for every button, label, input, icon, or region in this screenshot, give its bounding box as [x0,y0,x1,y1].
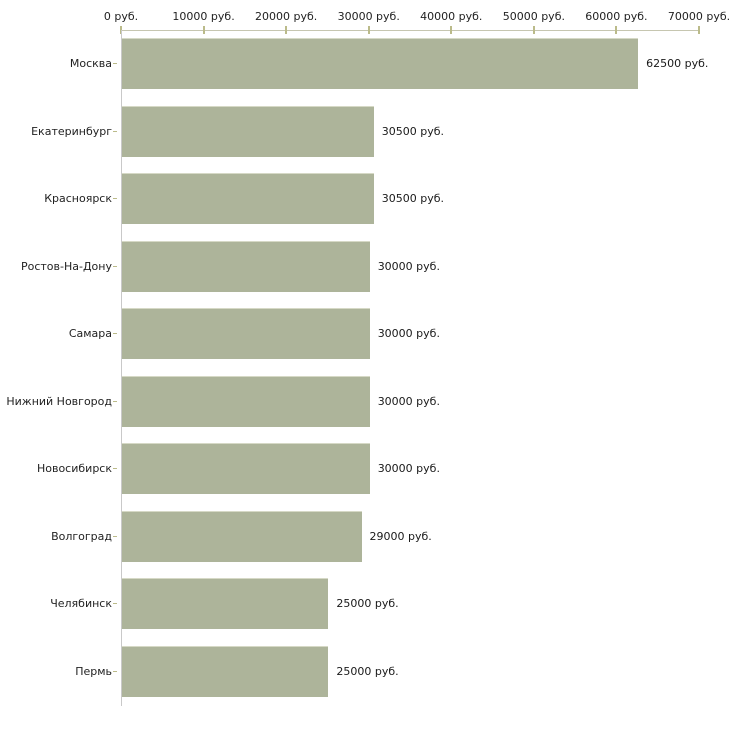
bar-row: Челябинск 25000 руб. [0,570,730,638]
bar-row: Самара 30000 руб. [0,300,730,368]
bar [122,645,329,697]
x-axis-tick-mark [615,26,618,34]
x-axis-tick-label: 40000 руб. [420,10,483,23]
bar-row: Екатеринбург 30500 руб. [0,98,730,166]
x-axis-tick-label: 70000 руб. [667,10,730,23]
category-label: Ростов-На-Дону [20,259,112,273]
y-axis-tick-mark [113,468,117,470]
x-axis-tick-label: 20000 руб. [255,10,318,23]
category-label: Красноярск [44,192,112,206]
y-axis-tick-mark [113,265,117,267]
x-axis-line [121,30,700,31]
x-axis-tick-mark [532,26,535,34]
value-label: 30500 руб. [381,124,445,138]
y-axis-tick-mark [113,603,117,605]
value-label: 62500 руб. [646,57,709,71]
bar-row: Пермь 25000 руб. [0,638,730,706]
bar-row: Москва 62500 руб. [0,30,730,98]
y-axis-tick-mark [113,198,117,200]
value-label: 29000 руб. [369,529,432,543]
x-axis-tick-mark [450,26,453,34]
category-label: Пермь [75,664,112,678]
x-axis-tick-mark [698,26,700,34]
value-label: 30000 руб. [377,462,440,476]
y-axis-line [121,30,122,706]
value-label: 25000 руб. [336,597,399,611]
category-label: Челябинск [50,597,112,611]
bar-row: Ростов-На-Дону 30000 руб. [0,233,730,301]
bar [122,375,370,427]
category-label: Новосибирск [36,462,112,476]
bar [122,443,370,495]
bar [122,105,374,157]
x-axis-tick-mark [202,26,205,34]
value-label: 30500 руб. [381,192,445,206]
bar [122,240,370,292]
bar-rows: Москва 62500 руб. Екатеринбург 30500 руб. Кр… [0,30,730,705]
x-axis-tick-mark [367,26,370,34]
x-axis-tick-label: 60000 руб. [585,10,648,23]
category-label: Самара [68,327,112,341]
x-axis-tick-label: 10000 руб. [172,10,235,23]
y-axis-tick-mark [113,400,117,402]
value-label: 25000 руб. [336,664,399,678]
bar [122,308,370,360]
category-label: Нижний Новгород [6,394,112,408]
value-label: 30000 руб. [377,327,440,341]
bar-row: Красноярск 30500 руб. [0,165,730,233]
bar [122,578,329,630]
y-axis-tick-mark [113,63,117,65]
y-axis-tick-mark [113,333,117,335]
x-axis-tick-mark [285,26,288,34]
y-axis-tick-mark [113,535,117,537]
x-axis-tick-label: 50000 руб. [502,10,565,23]
bar [122,173,374,225]
category-label: Москва [69,57,112,71]
category-label: Волгоград [51,529,112,543]
bar-row: Новосибирск 30000 руб. [0,435,730,503]
y-axis-tick-mark [113,670,117,672]
x-axis-tick-label: 0 руб. [103,10,139,23]
y-axis-tick-mark [113,130,117,132]
x-axis-tick-label: 30000 руб. [337,10,400,23]
value-label: 30000 руб. [377,394,440,408]
bar-row: Нижний Новгород 30000 руб. [0,368,730,436]
value-label: 30000 руб. [377,259,440,273]
bar [122,38,639,90]
bar-row: Волгоград 29000 руб. [0,503,730,571]
bar [122,510,362,562]
category-label: Екатеринбург [31,124,112,138]
